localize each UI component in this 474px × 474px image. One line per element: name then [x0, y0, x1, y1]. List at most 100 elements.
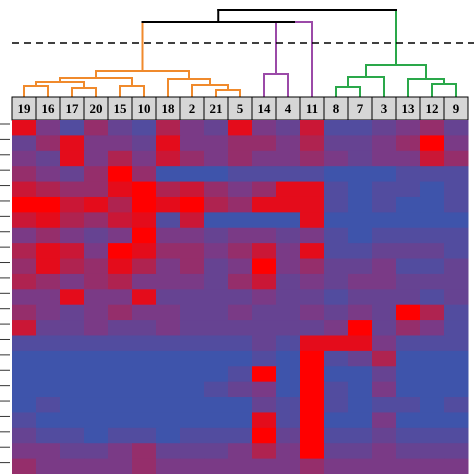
heatmap-cell-r13-c21	[204, 304, 229, 321]
heatmap-cell-r9-c5	[228, 243, 253, 260]
column-labels: 19 16 17 20 15 10 18 2 21 5 14 4 11 8 7 3 13 12 9	[11, 96, 469, 121]
heatmap-cell-r21-c13	[396, 427, 421, 444]
heatmap-cell-r14-c9	[444, 320, 469, 336]
heatmap-cell-r12-c9	[444, 289, 469, 306]
heatmap-cell-r12-c12	[420, 289, 445, 306]
heatmap-cell-r1-c11	[300, 120, 325, 136]
heatmap-cell-r16-c17	[60, 350, 85, 367]
heatmap-cell-r19-c15	[108, 397, 133, 413]
heatmap-cell-r13-c9	[444, 304, 469, 321]
heatmap-cell-r2-c14	[252, 135, 277, 152]
heatmap-cell-r1-c3	[372, 120, 397, 136]
heatmap-cell-r17-c13	[396, 366, 421, 383]
heatmap-cell-r14-c13	[396, 320, 421, 336]
heatmap-cell-r9-c3	[372, 243, 397, 260]
heatmap-cell-r5-c19	[12, 181, 37, 198]
heatmap-cell-r14-c21	[204, 320, 229, 336]
heatmap-cell-r14-c5	[228, 320, 253, 336]
heatmap-cell-r1-c2	[180, 120, 205, 136]
heatmap-cell-r13-c8	[324, 304, 349, 321]
heatmap-cell-r4-c9	[444, 166, 469, 183]
heatmap-cell-r10-c3	[372, 258, 397, 275]
heatmap-cell-r1-c13	[396, 120, 421, 136]
heatmap-cell-r10-c8	[324, 258, 349, 275]
heatmap-cell-r6-c12	[420, 196, 445, 213]
heatmap-cell-r10-c5	[228, 258, 253, 275]
heatmap-cell-r15-c16	[36, 335, 61, 352]
heatmap-cell-r21-c5	[228, 427, 253, 444]
heatmap-cell-r10-c9	[444, 258, 469, 275]
heatmap-cell-r19-c9	[444, 397, 469, 413]
heatmap-cell-r17-c14	[252, 366, 277, 383]
heatmap-cell-r4-c11	[300, 166, 325, 183]
heatmap-cell-r8-c19	[12, 227, 37, 244]
heatmap-cell-r3-c10	[132, 150, 157, 167]
heatmap-cell-r5-c5	[228, 181, 253, 198]
heatmap-cell-r12-c19	[12, 289, 37, 306]
heatmap-cell-r7-c17	[60, 212, 85, 229]
heatmap-cell-r7-c13	[396, 212, 421, 229]
heatmap-cell-r12-c3	[372, 289, 397, 306]
heatmap-cell-r10-c7	[348, 258, 373, 275]
heatmap-cell-r8-c3	[372, 227, 397, 244]
heatmap-cell-r6-c9	[444, 196, 469, 213]
heatmap-cell-r1-c18	[156, 120, 181, 136]
heatmap-cell-r1-c5	[228, 120, 253, 136]
heatmap-cell-r9-c17	[60, 243, 85, 260]
heatmap-cell-r21-c17	[60, 427, 85, 444]
heatmap-cell-r4-c7	[348, 166, 373, 183]
heatmap-cell-r13-c13	[396, 304, 421, 321]
heatmap-cell-r13-c7	[348, 304, 373, 321]
heatmap-cell-r2-c3	[372, 135, 397, 152]
heatmap-cell-r1-c17	[60, 120, 85, 136]
heatmap-cell-r17-c15	[108, 366, 133, 383]
heatmap-cell-r14-c18	[156, 320, 181, 336]
heatmap-cell-r8-c10	[132, 227, 157, 244]
row-ticks	[0, 123, 10, 464]
heatmap-cell-r11-c18	[156, 273, 181, 290]
heatmap-cell-r21-c20	[84, 427, 109, 444]
heatmap-cell-r19-c17	[60, 397, 85, 413]
heatmap-cell-r23-c20	[84, 458, 109, 474]
heatmap-cell-r7-c11	[300, 212, 325, 229]
heatmap-cell-r20-c5	[228, 412, 253, 429]
heatmap-cell-r1-c12	[420, 120, 445, 136]
heatmap-cell-r5-c15	[108, 181, 133, 198]
heatmap-cell-r23-c3	[372, 458, 397, 474]
heatmap-cell-r18-c15	[108, 381, 133, 398]
heatmap-cell-r23-c9	[444, 458, 469, 474]
heatmap-cell-r18-c9	[444, 381, 469, 398]
heatmap-cell-r5-c21	[204, 181, 229, 198]
heatmap-cell-r16-c18	[156, 350, 181, 367]
heatmap-cell-r7-c18	[156, 212, 181, 229]
heatmap-cell-r2-c16	[36, 135, 61, 152]
heatmap-cell-r14-c19	[12, 320, 37, 336]
heatmap-cell-r17-c21	[204, 366, 229, 383]
heatmap-cell-r12-c20	[84, 289, 109, 306]
column-label-19: 19	[18, 101, 32, 116]
heatmap-cell-r23-c15	[108, 458, 133, 474]
heatmap-cell-r16-c5	[228, 350, 253, 367]
heatmap-cell-r19-c8	[324, 397, 349, 413]
heatmap-cell-r11-c13	[396, 273, 421, 290]
heatmap-cell-r10-c17	[60, 258, 85, 275]
column-label-17: 17	[66, 101, 80, 116]
heatmap-cell-r17-c8	[324, 366, 349, 383]
heatmap-cell-r6-c19	[12, 196, 37, 213]
heatmap-cell-r8-c18	[156, 227, 181, 244]
heatmap-cell-r23-c11	[300, 458, 325, 474]
heatmap-cell-r14-c12	[420, 320, 445, 336]
heatmap-cell-r2-c17	[60, 135, 85, 152]
heatmap-cell-r9-c18	[156, 243, 181, 260]
heatmap-cell-r22-c5	[228, 443, 253, 460]
heatmap-cell-r19-c2	[180, 397, 205, 413]
heatmap-cell-r10-c21	[204, 258, 229, 275]
heatmap-cell-r15-c15	[108, 335, 133, 352]
heatmap-cell-r23-c4	[276, 458, 301, 474]
heatmap-cell-r12-c7	[348, 289, 373, 306]
heatmap-cell-r21-c3	[372, 427, 397, 444]
heatmap-cell-r18-c18	[156, 381, 181, 398]
heatmap-cell-r8-c12	[420, 227, 445, 244]
heatmap-cell-r18-c13	[396, 381, 421, 398]
heatmap-cell-r7-c19	[12, 212, 37, 229]
